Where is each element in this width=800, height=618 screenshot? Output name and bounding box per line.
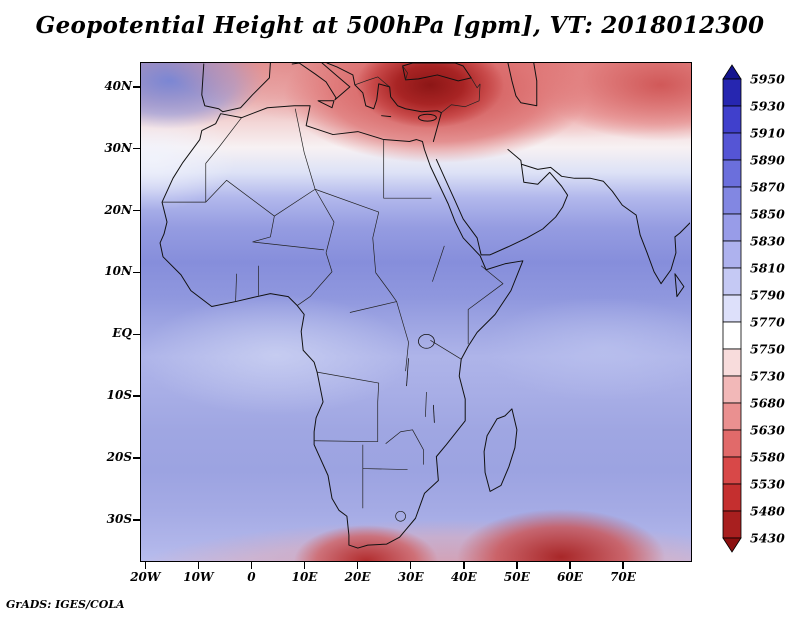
- colorbar-label: 5910: [750, 126, 785, 141]
- colorbar-label: 5870: [750, 180, 785, 195]
- colorbar-cap-high: [722, 64, 742, 80]
- colorbar-segment: [722, 510, 742, 539]
- lat-tick-label: 10N: [104, 264, 132, 279]
- colorbar-label: 5530: [750, 477, 785, 492]
- lon-tick-mark: [622, 562, 624, 569]
- lat-tick-mark: [133, 395, 140, 397]
- colorbar-label: 5950: [750, 72, 785, 87]
- colorbar-label: 5790: [750, 288, 785, 303]
- lat-tick-mark: [133, 147, 140, 150]
- colorbar-segment: [722, 240, 742, 269]
- lat-tick-label: 30S: [106, 511, 132, 526]
- lat-tick-mark: [133, 457, 140, 459]
- colorbar-label: 5630: [750, 423, 785, 438]
- lon-tick-label: 70E: [610, 570, 636, 584]
- colorbar-segment: [722, 78, 742, 107]
- colorbar-label: 5680: [750, 396, 785, 411]
- lon-tick-mark: [144, 562, 147, 569]
- lat-tick-label: 20S: [106, 450, 132, 465]
- colorbar-segment: [722, 375, 742, 404]
- lon-tick-label: 30E: [397, 570, 424, 584]
- lon-tick-mark: [356, 562, 359, 569]
- colorbar-label: 5770: [750, 315, 785, 330]
- colorbar-segment: [722, 132, 742, 161]
- map-frame: [140, 62, 692, 562]
- lon-tick-label: 10W: [183, 570, 214, 584]
- colorbar-segment: [722, 483, 742, 512]
- credit-text: GrADS: IGES/COLA: [6, 598, 125, 611]
- lat-tick-label: 20N: [104, 202, 132, 217]
- colorbar-label: 5730: [750, 369, 785, 384]
- colorbar-label: 5480: [750, 504, 785, 519]
- colorbar-segment: [722, 321, 742, 350]
- lon-tick-label: 50E: [503, 570, 530, 584]
- lon-tick-mark: [463, 562, 465, 569]
- colorbar-label: 5890: [750, 153, 785, 168]
- lon-tick-mark: [303, 562, 306, 569]
- lon-tick-mark: [409, 562, 412, 569]
- lat-tick-mark: [133, 333, 140, 336]
- colorbar-label: 5750: [750, 342, 785, 357]
- colorbar-label: 5830: [750, 234, 785, 249]
- colorbar-segment: [722, 105, 742, 134]
- lon-tick-mark: [197, 562, 200, 569]
- lat-tick-label: 40N: [104, 78, 132, 93]
- lat-tick-mark: [133, 271, 140, 274]
- lat-tick-label: 30N: [104, 140, 132, 155]
- colorbar-cap-low: [722, 537, 742, 553]
- lat-tick-mark: [133, 209, 140, 212]
- lon-tick-label: 60E: [556, 570, 583, 584]
- colorbar-label: 5850: [750, 207, 785, 222]
- lon-tick-mark: [516, 562, 518, 569]
- colorbar-segment: [722, 186, 742, 215]
- colorbar-label: 5580: [750, 450, 785, 465]
- lat-tick-mark: [133, 519, 140, 521]
- colorbar-segment: [722, 402, 742, 431]
- colorbar-segment: [722, 429, 742, 458]
- plot-title: Geopotential Height at 500hPa [gpm], VT:…: [35, 12, 765, 39]
- lon-tick-mark: [250, 562, 253, 569]
- colorbar-label: 5430: [750, 531, 785, 546]
- lon-tick-label: 20W: [130, 570, 161, 584]
- colorbar-segment: [722, 348, 742, 377]
- colorbar-segment: [722, 294, 742, 323]
- colorbar-segment: [722, 267, 742, 296]
- colorbar-segment: [722, 213, 742, 242]
- lon-tick-label: 40E: [450, 570, 477, 584]
- lon-tick-label: 0: [247, 570, 256, 584]
- lon-tick-mark: [569, 562, 571, 569]
- lon-tick-label: 20E: [344, 570, 371, 584]
- lat-tick-mark: [133, 86, 140, 88]
- colorbar-segment: [722, 456, 742, 485]
- lon-tick-label: 10E: [291, 570, 318, 584]
- colorbar-label: 5930: [750, 99, 785, 114]
- lat-tick-label: 10S: [106, 388, 132, 403]
- colorbar-label: 5810: [750, 261, 785, 276]
- colorbar-segment: [722, 159, 742, 188]
- colorbar: 5950 5930 5910 5890 5870 5850 5830 5810 5790 5770…: [722, 64, 785, 553]
- lat-tick-label: EQ: [112, 326, 132, 341]
- field-shading: [141, 63, 691, 561]
